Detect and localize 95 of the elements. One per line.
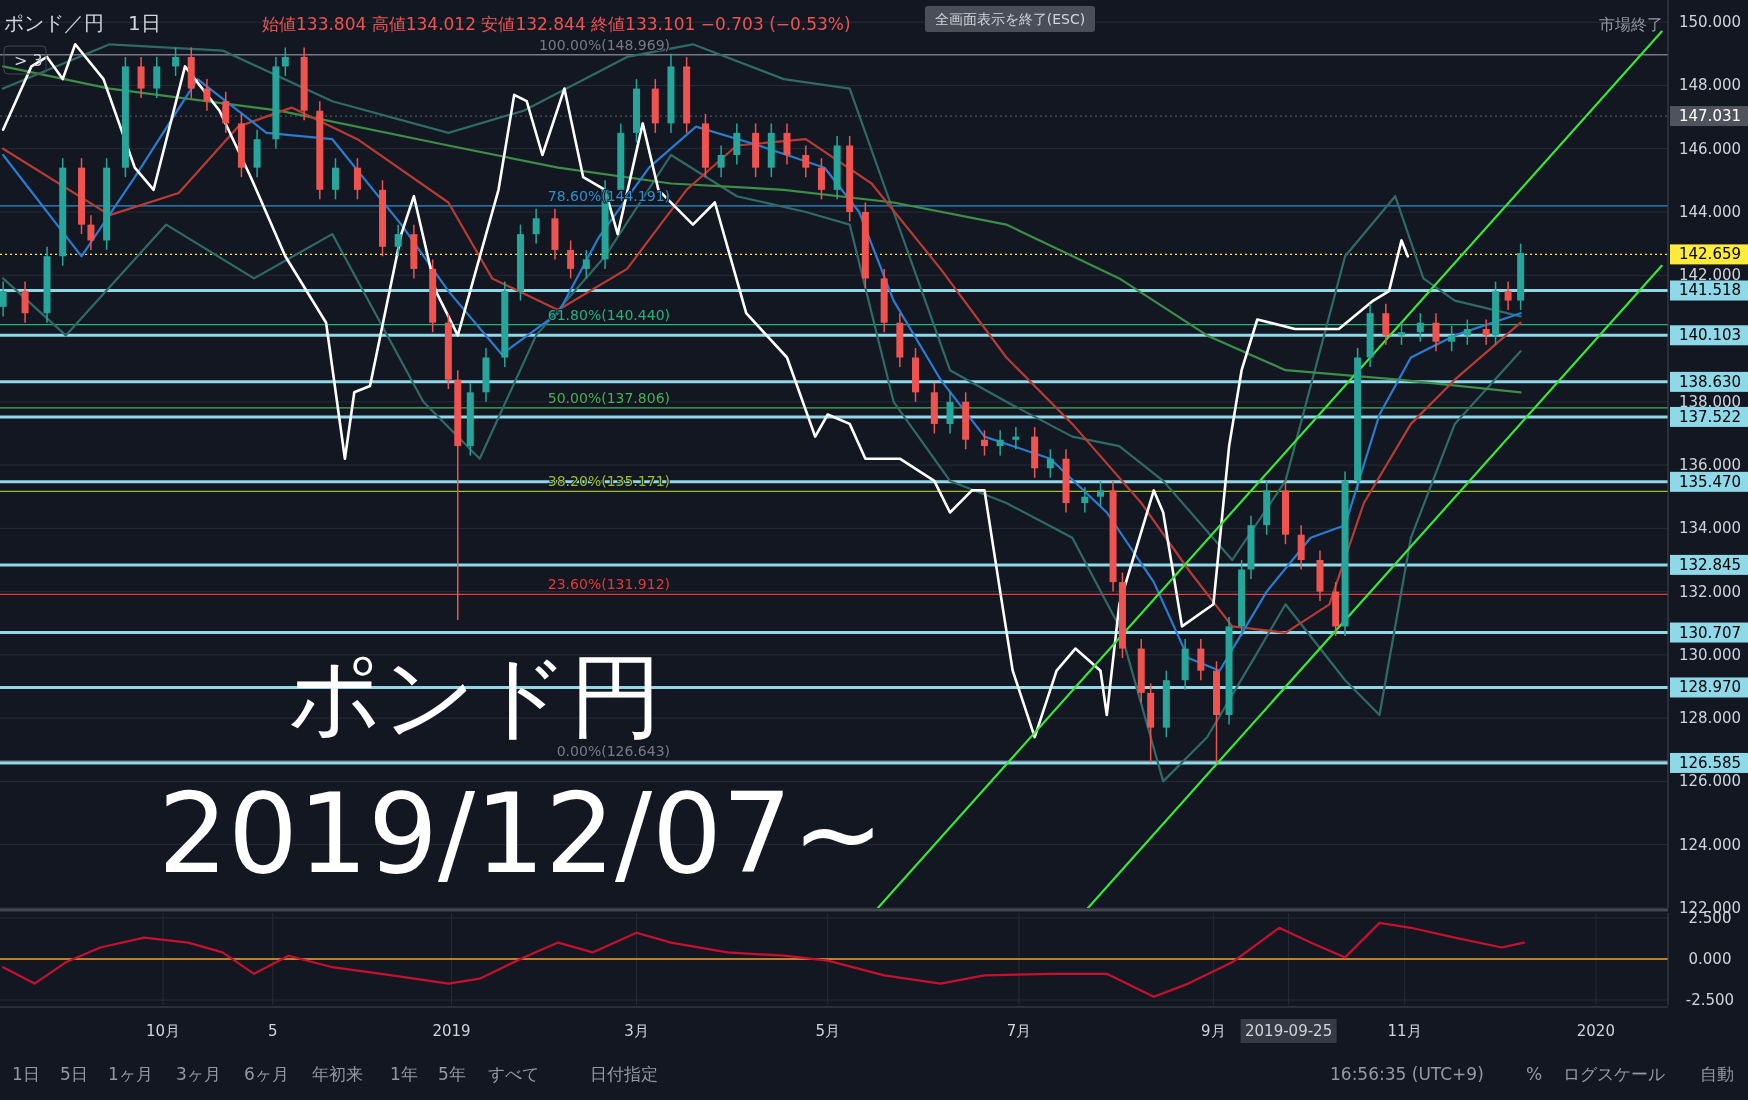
- ref-line-label: 147.031: [1678, 107, 1742, 126]
- y-tick-label: 0.000: [1688, 950, 1732, 968]
- text: 1ヶ月: [108, 1064, 153, 1084]
- candlestick: [137, 56, 145, 99]
- text: 6ヶ月: [244, 1064, 289, 1084]
- y-tick-label: 128.000: [1678, 709, 1742, 728]
- candlestick: [21, 280, 29, 324]
- ref-line-label: 141.518: [1678, 281, 1742, 300]
- candlestick: [1448, 325, 1456, 352]
- y-tick-label: 134.000: [1678, 519, 1742, 538]
- candlestick: [281, 46, 289, 77]
- candlestick: [1097, 480, 1104, 507]
- ref-line-label: 126.585: [1678, 753, 1742, 772]
- ref-line-label: 100.00%(148.969): [538, 36, 670, 53]
- candlestick: [1382, 302, 1390, 346]
- x-tick-label: 5月: [815, 1022, 840, 1040]
- ref-line-label: 50.00%(137.806): [547, 389, 670, 406]
- candlestick: [222, 91, 230, 134]
- y-tick-label: 148.000: [1678, 76, 1742, 95]
- text: ポンド／円: [4, 11, 104, 35]
- y-tick-label: 124.000: [1678, 835, 1742, 854]
- text: 自動: [1700, 1064, 1734, 1084]
- candlestick: [1482, 318, 1490, 346]
- y-tick-label: 150.000: [1678, 13, 1742, 32]
- candlestick: [1432, 312, 1440, 352]
- text: 1年: [390, 1064, 418, 1084]
- y-tick-label: 132.000: [1678, 582, 1742, 601]
- candlestick: [733, 122, 741, 166]
- x-tick-label: 10月: [145, 1022, 181, 1040]
- candlestick: [1197, 638, 1205, 681]
- ref-line-label: 135.470: [1678, 472, 1742, 491]
- text: 16:56:35 (UTC+9): [1330, 1064, 1484, 1084]
- x-tick-label: 2019: [432, 1022, 471, 1040]
- candlestick: [1504, 280, 1512, 311]
- candlestick: [394, 223, 402, 258]
- x-tick-label: 11月: [1387, 1022, 1422, 1040]
- text: ログスケール: [1563, 1064, 1665, 1084]
- ref-line-label: 130.707: [1678, 623, 1742, 642]
- x-tick-label: 3月: [624, 1022, 649, 1040]
- text: すべて: [488, 1064, 539, 1084]
- text: 5日: [60, 1064, 88, 1084]
- y-tick-label: -2.500: [1685, 991, 1735, 1010]
- candlestick: [87, 214, 95, 251]
- candlestick: [567, 239, 575, 280]
- y-tick-label: 144.000: [1678, 202, 1742, 221]
- text: 1日: [12, 1064, 40, 1084]
- candlestick: [1398, 321, 1405, 346]
- candlestick: [1012, 426, 1020, 450]
- text: %: [1526, 1064, 1543, 1084]
- x-tick-label: 5: [268, 1022, 278, 1040]
- ref-line-label: 128.970: [1678, 678, 1742, 697]
- text: 5年: [438, 1064, 466, 1084]
- text: 1日: [128, 11, 161, 35]
- x-tick-label: 7月: [1006, 1022, 1032, 1040]
- line-series: [2, 153, 1522, 783]
- candlestick: [1463, 318, 1471, 346]
- x-tick-label: 9月: [1201, 1022, 1226, 1040]
- candlestick: [1081, 486, 1089, 514]
- candlestick: [817, 157, 825, 201]
- text: 3ヶ月: [176, 1064, 221, 1084]
- x-tick-label: 2019-09-25: [1245, 1022, 1333, 1040]
- candlestick: [1046, 448, 1054, 479]
- annotation: 市場終了: [1599, 15, 1663, 34]
- annotation: 始値133.804 高値134.012 安値132.844 終値133.101 −0.703 (−0.53%): [262, 14, 851, 34]
- candlestick: [532, 208, 540, 245]
- ref-line-label: 140.103: [1678, 326, 1742, 345]
- candlestick: [717, 144, 725, 178]
- candlestick: [981, 429, 988, 457]
- annotation: 全画面表示を終了(ESC): [934, 11, 1086, 27]
- y-tick-label: 126.000: [1678, 772, 1742, 791]
- candlestick: [802, 144, 810, 178]
- ref-line-label: 142.659: [1678, 245, 1742, 264]
- y-tick-label: 136.000: [1678, 456, 1742, 475]
- candlestick: [582, 249, 590, 280]
- line-series: [2, 65, 1522, 394]
- y-tick-label: 130.000: [1678, 645, 1742, 664]
- candlestick: [1416, 312, 1424, 343]
- candlestick: [331, 157, 339, 201]
- x-tick-label: 2020: [1576, 1022, 1615, 1040]
- line-series: [2, 921, 1525, 998]
- text: 年初来: [312, 1064, 363, 1084]
- candlestick: [996, 429, 1004, 457]
- candlestick: [946, 391, 954, 435]
- y-tick-label: 146.000: [1678, 139, 1742, 158]
- candlestick: [153, 56, 161, 99]
- text: 日付指定: [590, 1064, 658, 1084]
- candlestick: [172, 46, 180, 77]
- candlestick: [353, 157, 361, 201]
- candlestick: [783, 122, 791, 166]
- ref-line-label: 138.630: [1678, 372, 1742, 391]
- ref-line-label: 23.60%(131.912): [547, 576, 670, 593]
- annotation: 2019/12/07~: [158, 770, 885, 898]
- candlestick: [203, 78, 211, 112]
- ref-line-label: 132.845: [1678, 555, 1742, 574]
- candlestick: [0, 280, 7, 318]
